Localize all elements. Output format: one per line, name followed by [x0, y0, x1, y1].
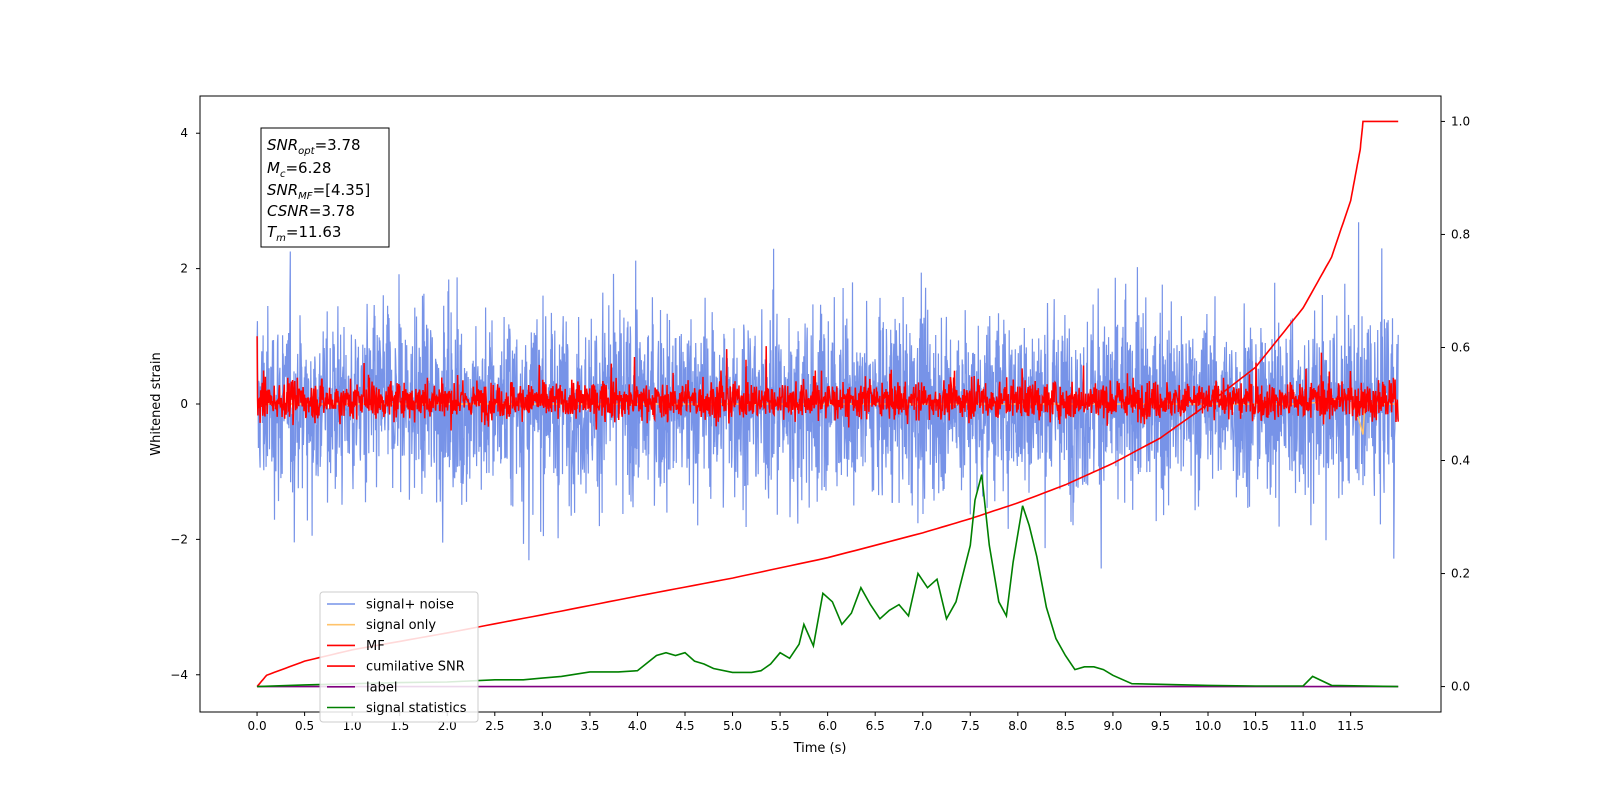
- legend-label: signal+ noise: [366, 598, 454, 613]
- x-tick-label: 6.0: [818, 719, 837, 733]
- series-signal-statistics-line: [257, 474, 1399, 688]
- legend: signal+ noise signal only MF cumilative SNR…: [319, 591, 479, 723]
- y2-tick-label: 0.2: [1451, 567, 1470, 581]
- x-tick-label: 5.5: [771, 719, 790, 733]
- y2-tick-label: 0.6: [1451, 340, 1470, 354]
- y-axis-left: −4 −2 0 2 4: [170, 126, 200, 682]
- x-tick-label: 8.5: [1056, 719, 1075, 733]
- x-tick-label: 0.0: [248, 719, 267, 733]
- legend-label: MF: [366, 639, 385, 654]
- x-tick-label: 8.0: [1008, 719, 1027, 733]
- series-mf-line: [256, 336, 1399, 431]
- x-tick-label: 4.0: [628, 719, 647, 733]
- x-tick-label: 10.0: [1195, 719, 1222, 733]
- annotation-snr-opt: SNRopt=3.78: [267, 136, 361, 157]
- x-tick-label: 4.5: [675, 719, 694, 733]
- legend-label: signal statistics: [366, 701, 467, 716]
- legend-signal-noise: signal+ noise: [327, 598, 454, 613]
- x-tick-label: 7.5: [961, 719, 980, 733]
- series-signal-noise-line: [256, 222, 1399, 569]
- annotation-mc: Mc=6.28: [267, 159, 331, 180]
- y-tick-label: −2: [170, 532, 188, 546]
- y-tick-label: −4: [170, 668, 188, 682]
- legend-label: label: [366, 680, 397, 695]
- x-tick-label: 0.5: [295, 719, 314, 733]
- y-axis-right: 0.0 0.2 0.4 0.6 0.8 1.0: [1441, 114, 1470, 694]
- x-tick-label: 2.5: [485, 719, 504, 733]
- x-tick-label: 10.5: [1242, 719, 1269, 733]
- x-tick-label: 3.5: [580, 719, 599, 733]
- annotation-snr-mf: SNRMF=[4.35]: [267, 181, 370, 202]
- y2-tick-label: 0.0: [1451, 680, 1470, 694]
- x-tick-label: 11.0: [1290, 719, 1317, 733]
- y2-tick-label: 0.4: [1451, 454, 1470, 468]
- legend-mf: MF: [327, 639, 385, 654]
- x-tick-label: 3.0: [533, 719, 552, 733]
- legend-label: cumilative SNR: [366, 660, 465, 675]
- x-axis: 0.0 0.5 1.0 1.5 2.0 2.5 3.0 3.5 4.0 4.5 5.0 5.5 6.0 6…: [248, 712, 1364, 733]
- y-tick-label: 0: [180, 397, 188, 411]
- y-axis-label: Whitened strain: [149, 352, 164, 455]
- x-tick-label: 9.5: [1151, 719, 1170, 733]
- y-tick-label: 2: [180, 262, 188, 276]
- y-tick-label: 4: [180, 126, 188, 140]
- y2-tick-label: 0.8: [1451, 227, 1470, 241]
- x-tick-label: 11.5: [1337, 719, 1364, 733]
- x-tick-label: 9.0: [1103, 719, 1122, 733]
- annotation-tm: Tm=11.63: [267, 223, 341, 244]
- legend-label: label: [327, 680, 397, 695]
- legend-signal-statistics: signal statistics: [327, 701, 467, 716]
- x-tick-label: 7.0: [913, 719, 932, 733]
- x-tick-label: 5.0: [723, 719, 742, 733]
- x-tick-label: 6.5: [866, 719, 885, 733]
- legend-signal-only: signal only: [327, 618, 436, 633]
- y2-tick-label: 1.0: [1451, 114, 1470, 128]
- legend-cumulative-snr: cumilative SNR: [327, 660, 465, 675]
- annotation-csnr: CSNR=3.78: [267, 202, 355, 220]
- legend-label: signal only: [366, 618, 436, 633]
- x-axis-label: Time (s): [793, 741, 847, 756]
- annotation-box: SNRopt=3.78 Mc=6.28 SNRMF=[4.35] CSNR=3.…: [260, 127, 390, 248]
